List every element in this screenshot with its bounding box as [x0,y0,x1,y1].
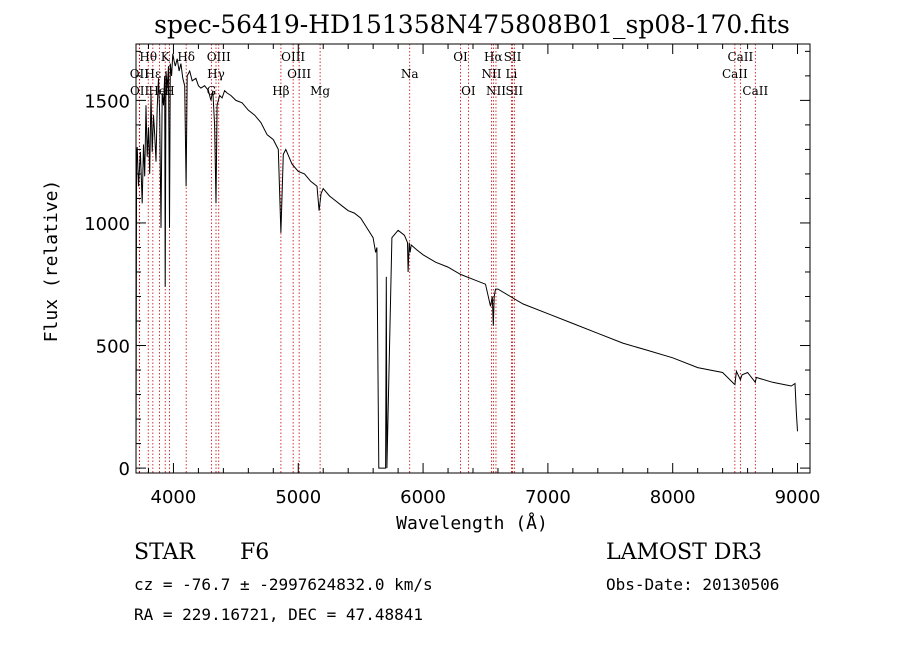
coordinates: RA = 229.16721, DEC = 47.48841 [134,605,423,624]
line-label-18: Hα [484,50,503,64]
x-tick-label-1: 5000 [275,487,321,508]
line-label-3: Hε [145,67,162,81]
line-label-24: CaII [727,50,753,64]
line-label-15: Na [401,67,419,81]
redshift-velocity: cz = -76.7 ± -2997624832.0 km/s [134,575,433,594]
survey-name: LAMOST DR3 [606,540,762,565]
y-tick-label-2: 1000 [84,214,130,235]
x-tick-label-4: 8000 [650,487,696,508]
y-tick-label-3: 1500 [84,91,130,112]
object-class: STAR [134,540,196,565]
axis-ticks [136,44,810,473]
line-label-11: OIII [281,50,305,64]
line-label-14: Mg [310,84,330,98]
line-label-10: G [207,84,217,98]
x-tick-label-0: 4000 [151,487,197,508]
line-label-1: OII [130,67,150,81]
observation-date: Obs-Date: 20130506 [606,575,779,594]
line-label-2: OII [130,84,150,98]
chart-title: spec-56419-HD151358N475808B01_sp08-170.f… [154,10,790,39]
line-label-21: SII [504,50,522,64]
line-label-8: OIII [207,50,231,64]
y-tick-label-1: 500 [96,337,130,358]
y-tick-label-0: 0 [119,459,130,480]
line-label-19: NII [481,67,501,81]
line-label-17: OI [461,84,476,98]
line-label-23: SII [505,84,523,98]
x-tick-label-5: 9000 [775,487,821,508]
spectral-subclass: F6 [240,540,269,565]
line-label-5: K [161,50,171,64]
x-axis-label: Wavelength (Å) [396,512,548,534]
spectral-line-markers [138,44,756,473]
x-tick-label-3: 7000 [525,487,571,508]
line-label-20: NII [486,84,506,98]
spectrum-line [135,53,798,469]
line-label-13: Hβ [272,84,289,98]
line-label-9: Hγ [207,67,225,81]
line-label-26: CaII [742,84,768,98]
line-label-12: OIII [287,67,311,81]
x-tick-label-2: 6000 [400,487,446,508]
line-label-25: CaII [722,67,748,81]
line-label-4: HeI [148,84,171,98]
line-label-22: Li [506,67,518,81]
y-axis-label: Flux (relative) [41,180,62,343]
line-label-6: H [164,84,174,98]
line-label-16: OI [453,50,468,64]
line-label-0: Hθ [139,50,157,64]
line-label-7: Hδ [177,50,195,64]
axis-tick-labels: 4000 5000 6000 7000 8000 9000 0 500 1000 1500 [84,91,820,508]
